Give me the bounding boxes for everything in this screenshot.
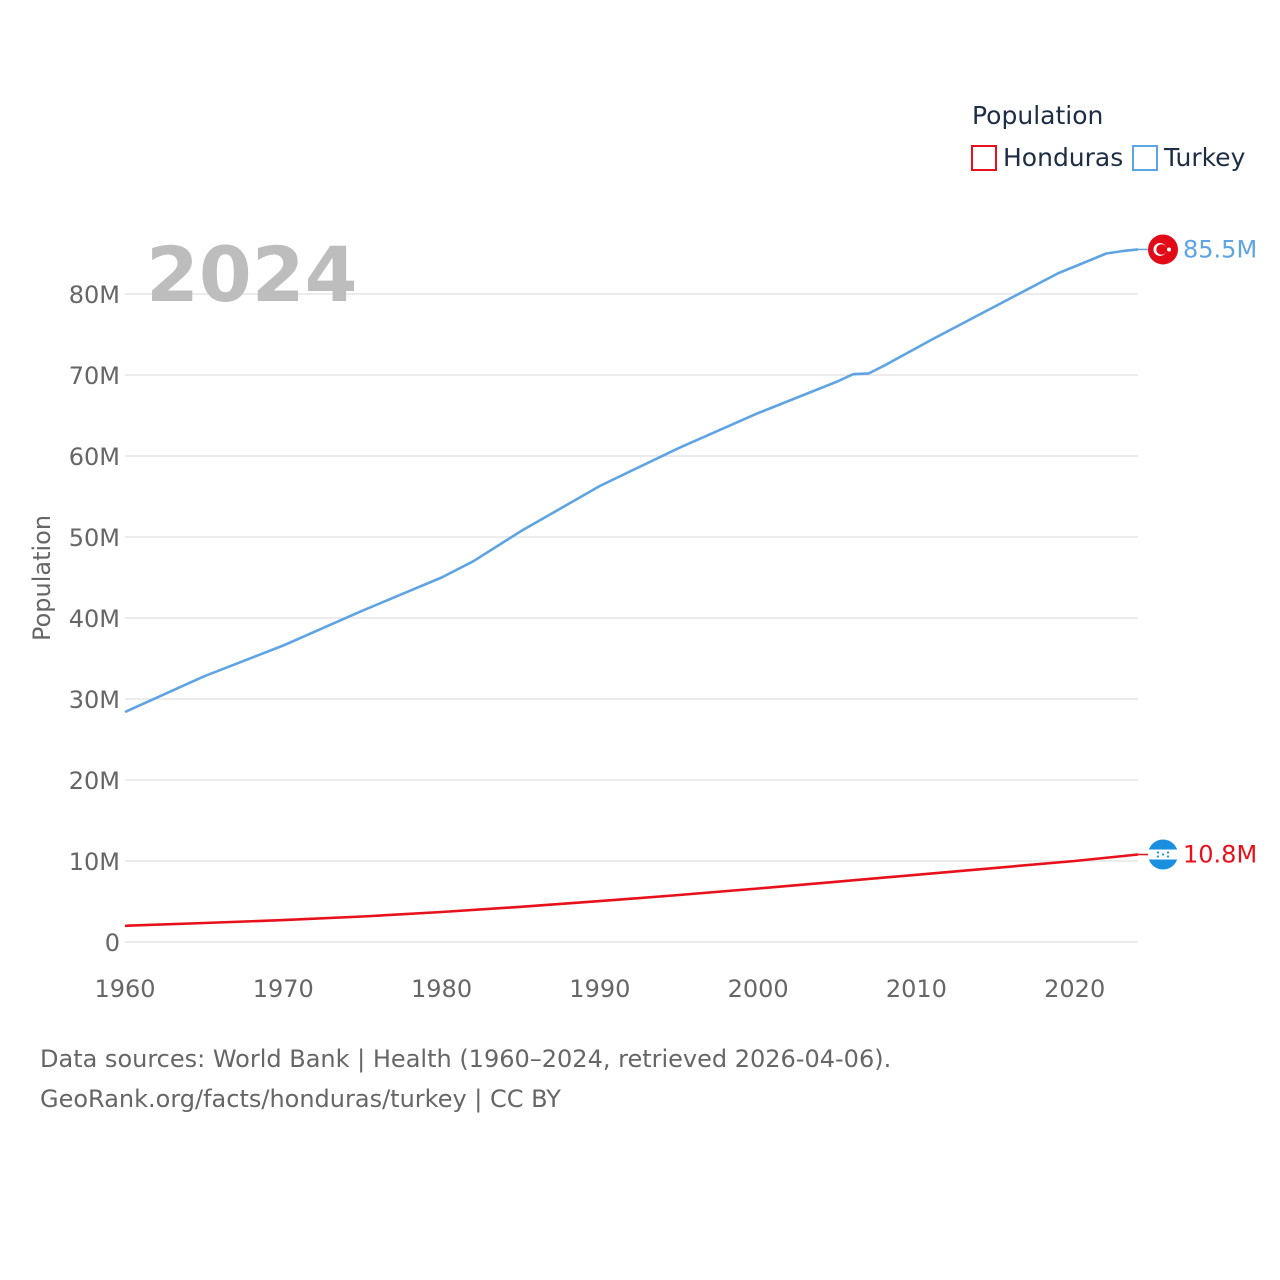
end-labels: 10.8M 85.5M: [1138, 234, 1257, 870]
x-tick-label: 1970: [253, 975, 314, 1003]
grid: [125, 293, 1138, 943]
x-tick-label: 1960: [94, 975, 155, 1003]
y-tick-label: 60M: [69, 443, 120, 471]
end-label-turkey: 85.5M: [1183, 235, 1257, 263]
series: [124, 248, 1139, 928]
x-tick-label: 2020: [1044, 975, 1105, 1003]
legend-item-turkey[interactable]: Turkey: [1132, 143, 1246, 172]
turkey-flag-icon: [1148, 234, 1178, 265]
y-tick-label: 50M: [69, 524, 120, 552]
y-tick-label: 30M: [69, 686, 120, 714]
x-tick-label: 1980: [411, 975, 472, 1003]
y-tick-label: 10M: [69, 848, 120, 876]
honduras-flag-icon: [1148, 839, 1178, 870]
y-tick-label: 70M: [69, 362, 120, 390]
legend-label-turkey: Turkey: [1163, 143, 1246, 172]
x-tick-label: 2000: [728, 975, 789, 1003]
y-axis: 0 10M 20M 30M 40M 50M 60M 70M 80M: [69, 281, 120, 957]
x-tick-label: 1990: [569, 975, 630, 1003]
series-line-honduras: [124, 853, 1139, 928]
year-label: 2024: [146, 230, 358, 319]
end-label-honduras: 10.8M: [1183, 841, 1257, 869]
y-tick-label: 0: [105, 929, 120, 957]
y-tick-label: 40M: [69, 605, 120, 633]
x-axis: 1960 1970 1980 1990 2000 2010 2020: [94, 975, 1105, 1003]
source-line: Data sources: World Bank | Health (1960–…: [40, 1045, 892, 1073]
url-line[interactable]: GeoRank.org/facts/honduras/turkey | CC B…: [40, 1085, 561, 1113]
x-tick-label: 2010: [886, 975, 947, 1003]
legend-item-honduras[interactable]: Honduras: [971, 143, 1123, 172]
series-line-turkey: [124, 248, 1139, 714]
legend-label-honduras: Honduras: [1003, 143, 1123, 172]
legend-swatch-honduras: [971, 145, 997, 171]
y-axis-label: Population: [28, 515, 56, 641]
legend-title: Population: [972, 101, 1103, 130]
legend: Population Honduras Turkey: [971, 101, 1246, 172]
legend-swatch-turkey: [1132, 145, 1158, 171]
y-tick-label: 80M: [69, 281, 120, 309]
y-tick-label: 20M: [69, 767, 120, 795]
